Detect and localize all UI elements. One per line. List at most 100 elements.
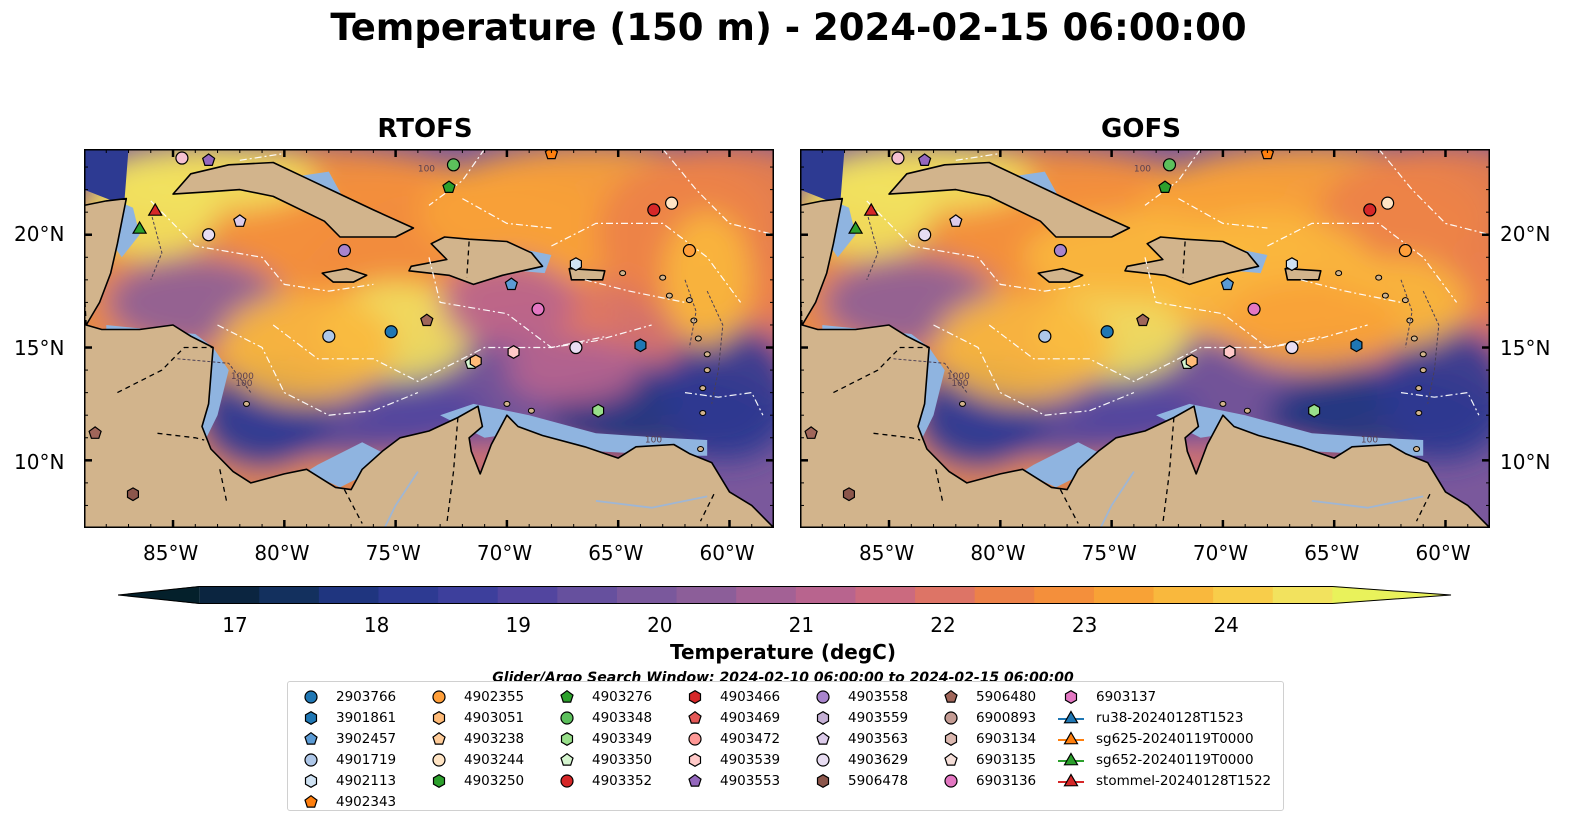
legend-label: 4903352 [592, 772, 653, 789]
hexagon-marker-icon [304, 710, 318, 725]
legend-item: 4903348 [552, 707, 652, 728]
legend-item: 6900893 [936, 707, 1036, 728]
glider-track-icon [1058, 751, 1084, 765]
colorbar-bin [259, 586, 320, 604]
gulf-region [84, 149, 129, 206]
map-panel-rtofs: 100 1000 100 100 [84, 149, 774, 528]
lon-label: 75°W [365, 541, 421, 565]
circle-marker-icon [304, 752, 318, 767]
small-island [1401, 297, 1409, 304]
legend-item: 4903559 [808, 707, 908, 728]
legend-label: 4903348 [592, 709, 653, 726]
float-marker [569, 340, 583, 355]
legend-label: 5906480 [976, 688, 1037, 705]
small-island [1375, 274, 1383, 281]
temperature-patch [933, 291, 1112, 404]
circle-marker-icon [688, 731, 702, 746]
colorbar-bin [1153, 586, 1214, 604]
river [1099, 471, 1135, 528]
legend-label: 4901719 [336, 751, 397, 768]
hexagon-marker-icon [816, 710, 830, 725]
colorbar-bin [915, 586, 976, 604]
contour-label: 100 [1361, 435, 1378, 445]
small-island [665, 292, 673, 299]
glider-track-icon [1058, 772, 1084, 786]
small-island [527, 407, 535, 414]
float-marker [1100, 325, 1114, 339]
float-marker [446, 158, 461, 172]
colorbar-bin [1272, 586, 1333, 604]
small-island [690, 317, 698, 324]
country-border [446, 417, 459, 524]
small-island [1243, 407, 1251, 414]
land-mass [84, 197, 774, 528]
legend-column: 2903766 3901861 3902457 4901719 4902113 49023… [296, 686, 396, 812]
legend-item: 4903558 [808, 686, 908, 707]
float-marker [634, 338, 647, 353]
lon-label: 80°W [970, 541, 1026, 565]
legend-label: 4903472 [720, 730, 781, 747]
colorbar-outline [117, 586, 1452, 604]
hexagon-marker-icon [816, 773, 830, 788]
legend-label: 3902457 [336, 730, 397, 747]
country-border [1162, 417, 1175, 524]
legend-item: 4903350 [552, 749, 652, 770]
legend-label: 6903134 [976, 730, 1037, 747]
circle-marker-icon [432, 689, 446, 704]
float-marker [569, 257, 582, 272]
float-marker [682, 243, 697, 258]
small-island [697, 446, 705, 453]
country-border [343, 489, 363, 524]
small-island [619, 270, 627, 277]
major-ticks [800, 149, 1490, 528]
lon-label: 60°W [1415, 541, 1471, 565]
colorbar-bin [855, 586, 916, 604]
legend-item: 4903553 [680, 770, 780, 791]
small-island [685, 297, 693, 304]
hexagon-marker-icon [688, 689, 702, 704]
eez-boundary [1267, 222, 1458, 303]
float-marker [1285, 340, 1299, 355]
contour-label: 100 [418, 165, 435, 175]
eez-boundary [428, 149, 486, 206]
float-marker [202, 228, 216, 242]
colorbar-tick-label: 22 [930, 613, 956, 637]
circle-marker-icon [560, 710, 574, 725]
legend-column: 6903137 ru38-20240128T1523 sg625-20240119T… [1056, 686, 1271, 791]
legend-label: 4903559 [848, 709, 909, 726]
float-marker [233, 214, 247, 227]
colorbar-tick-label: 18 [363, 613, 390, 637]
hexagon-marker-icon [944, 731, 958, 746]
legend-label: 6903137 [1096, 688, 1157, 705]
circle-marker-icon [304, 689, 318, 704]
legend-item: 6903134 [936, 728, 1036, 749]
small-island [1419, 367, 1427, 374]
float-marker [1136, 313, 1150, 327]
colorbar-tick-label: 17 [222, 613, 248, 637]
circle-marker-icon [432, 752, 446, 767]
float-marker [531, 302, 545, 316]
circle-marker-icon [816, 689, 830, 704]
legend-item: 4903472 [680, 728, 780, 749]
legend-item: 4903349 [552, 728, 652, 749]
legend-label: stommel-20240128T1522 [1096, 772, 1272, 789]
isobath-contour [150, 212, 163, 280]
legend-label: 6903135 [976, 751, 1037, 768]
legend-label: 4903466 [720, 688, 781, 705]
shelf-region [306, 442, 385, 488]
legend-item: 4903629 [808, 749, 908, 770]
legend-label: 4903250 [464, 772, 525, 789]
legend-item: 4903276 [552, 686, 652, 707]
legend-item: 4903469 [680, 707, 780, 728]
river [595, 495, 708, 509]
float-marker [1223, 345, 1236, 359]
legend-label: 4903539 [720, 751, 781, 768]
country-border [117, 346, 214, 394]
land-mass [888, 161, 1131, 238]
colorbar-bin [557, 586, 618, 604]
pentagon-marker-icon [560, 752, 574, 766]
float-marker [592, 403, 605, 418]
eez-boundary [584, 279, 686, 303]
float-marker [1285, 257, 1298, 272]
